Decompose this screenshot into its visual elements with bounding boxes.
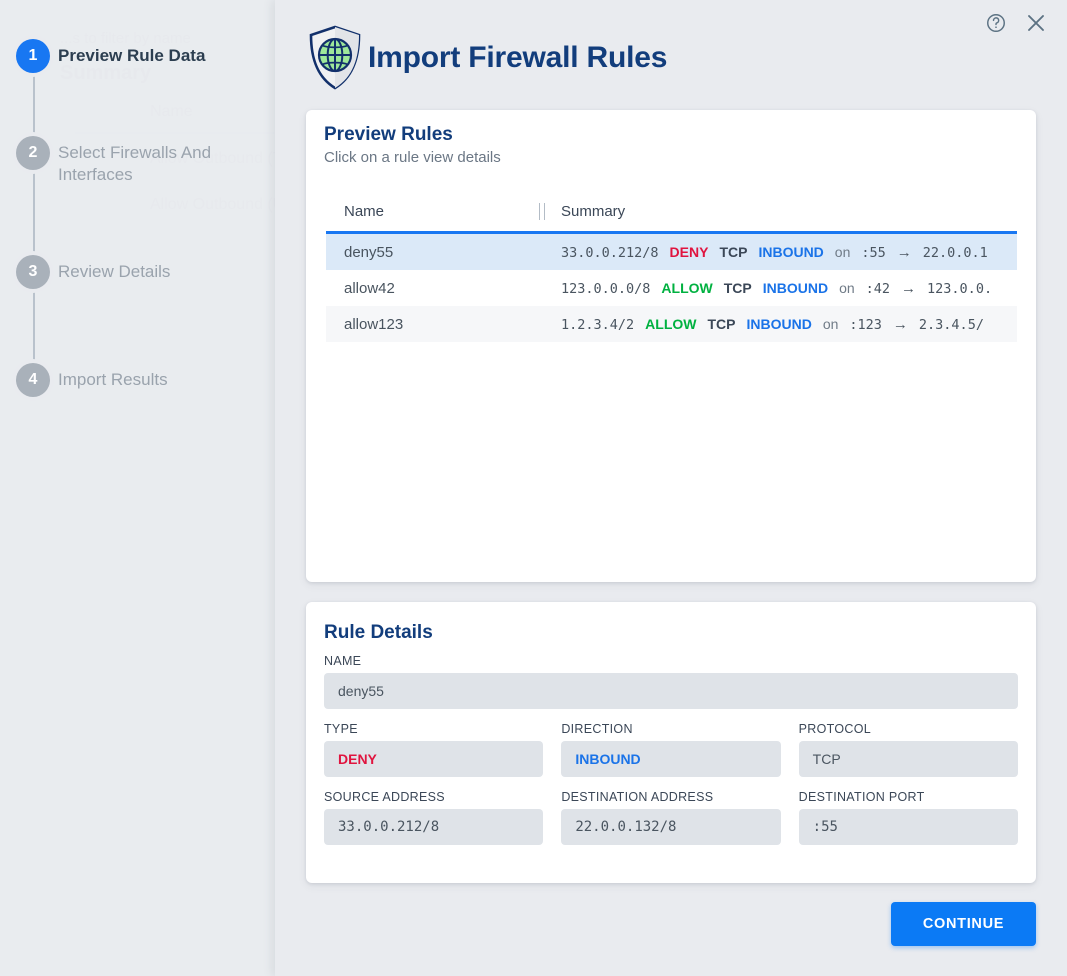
rule-port: :123 [849, 316, 882, 333]
stepper-connector-line [33, 72, 35, 372]
rule-source: 33.0.0.212/8 [561, 244, 659, 261]
table-row[interactable]: allow42 123.0.0.0/8 ALLOW TCP INBOUND on… [326, 270, 1017, 306]
rule-direction: INBOUND [762, 279, 829, 296]
stepper-item-preview-rule-data[interactable]: 1 Preview Rule Data [16, 39, 205, 73]
step-number-4: 4 [16, 363, 50, 397]
step-label-4: Import Results [58, 370, 168, 389]
value-direction[interactable]: INBOUND [561, 741, 781, 777]
panel-header: Import Firewall Rules [306, 24, 667, 92]
value-type[interactable]: DENY [324, 741, 544, 777]
step-number-3: 3 [16, 255, 50, 289]
rule-details-title: Rule Details [324, 622, 433, 643]
rule-protocol: TCP [707, 315, 736, 332]
help-circle-icon[interactable] [983, 10, 1009, 36]
step-label-1: Preview Rule Data [58, 46, 206, 65]
wizard-stepper: 1 Preview Rule Data 2 Select Firewalls A… [0, 0, 275, 976]
rule-on-label: on [822, 315, 839, 332]
table-row[interactable]: allow123 1.2.3.4/2 ALLOW TCP INBOUND on … [326, 306, 1017, 342]
stepper-item-review-details[interactable]: 3 Review Details [16, 255, 170, 289]
label-type: TYPE [324, 722, 358, 736]
field-row-addresses: SOURCE ADDRESS 33.0.0.212/8 DESTINATION … [324, 790, 1018, 845]
preview-rules-subtitle: Click on a rule view details [324, 149, 501, 166]
label-source-address: SOURCE ADDRESS [324, 790, 445, 804]
rule-name: allow123 [344, 315, 404, 333]
rule-action: ALLOW [645, 315, 697, 332]
import-firewall-rules-panel: Import Firewall Rules Preview Rules Clic… [275, 0, 1067, 976]
stepper-item-import-results[interactable]: 4 Import Results [16, 363, 168, 397]
value-destination-port[interactable]: :55 [798, 809, 1018, 845]
value-destination-address[interactable]: 22.0.0.132/8 [561, 809, 781, 845]
close-icon[interactable] [1023, 10, 1049, 36]
rule-arrow-icon: → [896, 243, 912, 261]
step-number-2: 2 [16, 136, 50, 170]
rule-protocol: TCP [723, 279, 752, 296]
label-protocol: PROTOCOL [798, 722, 871, 736]
field-group-source-address: SOURCE ADDRESS 33.0.0.212/8 [324, 790, 544, 845]
rule-direction: INBOUND [746, 315, 812, 332]
rule-name: allow42 [344, 279, 395, 297]
rule-destination: 123.0.0. [927, 280, 993, 297]
value-source-address[interactable]: 33.0.0.212/8 [324, 809, 544, 845]
rule-source: 123.0.0.0/8 [561, 280, 651, 297]
field-group-destination-port: DESTINATION PORT :55 [798, 790, 1018, 845]
field-group-destination-address: DESTINATION ADDRESS 22.0.0.132/8 [561, 790, 781, 845]
rule-summary: 1.2.3.4/2 ALLOW TCP INBOUND on :123 → 2.… [541, 316, 984, 333]
rules-table: Name Summary deny55 33.0.0.212/8 DENY TC… [326, 192, 1017, 342]
continue-button[interactable]: CONTINUE [891, 902, 1036, 946]
rule-source: 1.2.3.4/2 [561, 316, 635, 333]
field-group-direction: DIRECTION INBOUND [561, 722, 781, 777]
rule-destination: 22.0.0.1 [922, 244, 988, 261]
rule-summary: 123.0.0.0/8 ALLOW TCP INBOUND on :42 → 1… [541, 280, 992, 297]
value-name[interactable]: deny55 [324, 673, 1018, 709]
field-row-type-direction-protocol: TYPE DENY DIRECTION INBOUND PROTOCOL TCP [324, 722, 1018, 777]
rule-action: DENY [669, 243, 709, 260]
rule-details-form: NAME deny55 TYPE DENY DIRECTION INBOUND … [324, 654, 1018, 845]
table-header-row: Name Summary [326, 192, 1017, 234]
shield-globe-icon [309, 25, 361, 90]
rule-details-card: Rule Details NAME deny55 TYPE DENY DIREC… [306, 602, 1036, 883]
page-title: Import Firewall Rules [368, 41, 668, 74]
field-group-name: NAME deny55 [324, 654, 1018, 709]
preview-rules-card: Preview Rules Click on a rule view detai… [306, 110, 1036, 582]
rule-on-label: on [839, 279, 855, 296]
rule-action: ALLOW [661, 279, 713, 296]
label-destination-address: DESTINATION ADDRESS [561, 790, 714, 804]
stepper-item-select-firewalls-and-interfaces[interactable]: 2 Select Firewalls And Interfaces [16, 136, 248, 186]
rule-arrow-icon: → [892, 315, 908, 333]
rule-arrow-icon: → [901, 279, 917, 297]
rule-direction: INBOUND [758, 243, 824, 260]
rule-port: :55 [861, 244, 886, 261]
label-name: NAME [324, 654, 362, 668]
rule-destination: 2.3.4.5/ [918, 316, 984, 333]
value-protocol[interactable]: TCP [798, 741, 1018, 777]
rule-on-label: on [834, 243, 851, 260]
field-group-type: TYPE DENY [324, 722, 544, 777]
label-direction: DIRECTION [561, 722, 633, 736]
field-group-protocol: PROTOCOL TCP [798, 722, 1018, 777]
rule-port: :42 [865, 280, 891, 297]
preview-rules-title: Preview Rules [324, 124, 453, 145]
column-resize-handle[interactable] [539, 203, 545, 220]
step-label-3: Review Details [58, 262, 171, 281]
table-row[interactable]: deny55 33.0.0.212/8 DENY TCP INBOUND on … [326, 234, 1017, 270]
rule-name: deny55 [344, 243, 394, 261]
column-header-name[interactable]: Name [344, 203, 385, 220]
step-label-2: Select Firewalls And Interfaces [58, 143, 212, 184]
rule-summary: 33.0.0.212/8 DENY TCP INBOUND on :55 → 2… [541, 244, 988, 261]
column-header-summary[interactable]: Summary [561, 203, 626, 220]
rule-protocol: TCP [719, 243, 748, 260]
step-number-1: 1 [16, 39, 50, 73]
panel-actions [983, 10, 1049, 36]
label-destination-port: DESTINATION PORT [798, 790, 925, 804]
